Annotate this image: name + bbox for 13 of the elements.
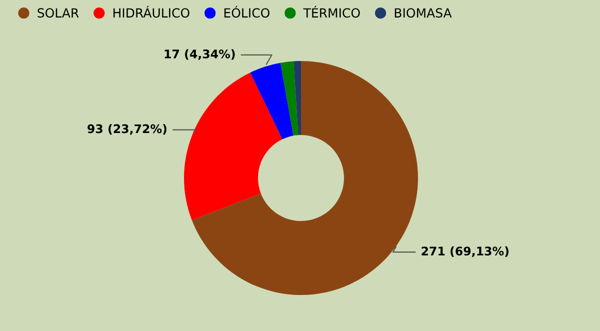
legend-label: HIDRÁULICO xyxy=(113,6,190,18)
data-label: 271 (69,13%) xyxy=(422,246,508,258)
donut-slice xyxy=(192,61,418,295)
donut-slice xyxy=(184,72,282,220)
legend-label: TÉRMICO xyxy=(303,6,360,18)
donut-slice xyxy=(294,61,301,136)
data-label: 17 (4,34%) xyxy=(164,49,235,60)
donut-slice xyxy=(280,61,298,136)
donut-slice xyxy=(250,62,294,140)
data-label: 93 (23,72%) xyxy=(88,124,166,135)
legend-label: BIOMASA xyxy=(394,8,452,18)
legend-label: EÓLICO xyxy=(224,6,270,18)
legend-label: SOLAR xyxy=(38,8,79,18)
